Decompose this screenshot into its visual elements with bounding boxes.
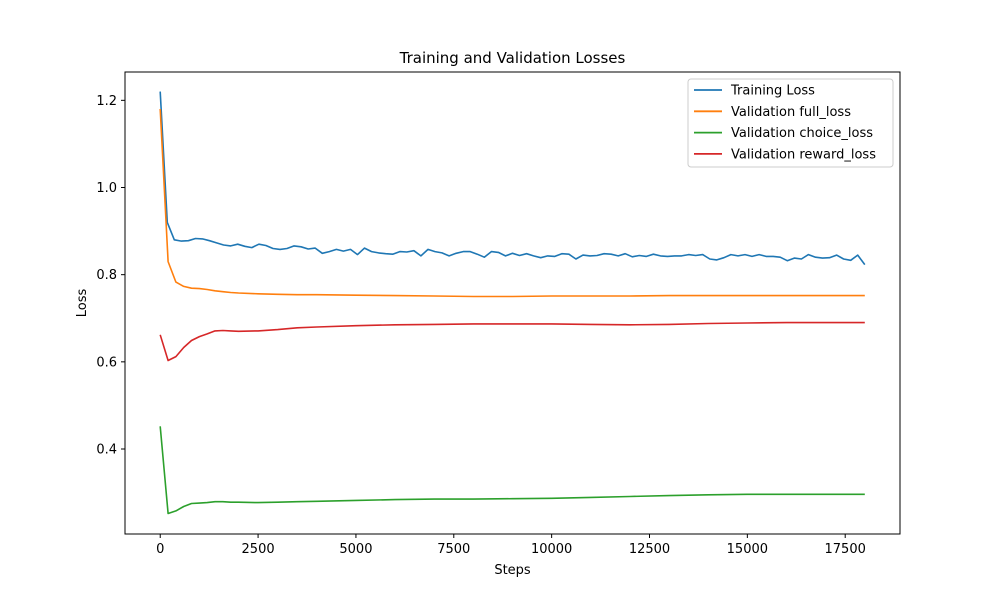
y-tick-label: 0.8 xyxy=(96,268,117,283)
x-axis-label: Steps xyxy=(494,563,531,578)
x-tick-label: 7500 xyxy=(437,542,470,557)
legend-label-training-loss: Training Loss xyxy=(730,84,815,99)
legend: Training Loss Validation full_loss Validat… xyxy=(687,78,894,168)
x-tick-label: 0 xyxy=(156,542,164,557)
x-tick-label: 2500 xyxy=(242,542,275,557)
series-line-training-loss xyxy=(159,91,866,266)
y-axis: 0.4 0.6 0.8 1.0 1.2 xyxy=(96,94,125,458)
series-line-validation-full-loss xyxy=(159,108,865,298)
legend-label-validation-reward-loss: Validation reward_loss xyxy=(731,147,876,162)
y-tick-label: 0.4 xyxy=(96,443,117,458)
legend-box xyxy=(687,78,894,168)
y-tick-label: 1.0 xyxy=(96,181,117,196)
chart-title: Training and Validation Losses xyxy=(399,49,626,67)
series-layer xyxy=(159,91,866,515)
y-axis-label: Loss xyxy=(75,289,90,318)
x-tick-label: 10000 xyxy=(531,542,572,557)
y-tick-label: 1.2 xyxy=(96,94,117,109)
legend-label-validation-full-loss: Validation full_loss xyxy=(731,105,851,120)
x-tick-label: 17500 xyxy=(825,542,866,557)
legend-label-validation-choice-loss: Validation choice_loss xyxy=(731,126,873,141)
series-line-validation-choice-loss xyxy=(159,426,865,515)
y-tick-label: 0.6 xyxy=(96,355,117,370)
x-tick-label: 12500 xyxy=(629,542,670,557)
x-tick-label: 15000 xyxy=(727,542,768,557)
x-tick-label: 5000 xyxy=(339,542,372,557)
x-axis: 0 2500 5000 7500 10000 12500 15000 17500 xyxy=(156,534,866,557)
series-line-validation-reward-loss xyxy=(159,321,865,362)
